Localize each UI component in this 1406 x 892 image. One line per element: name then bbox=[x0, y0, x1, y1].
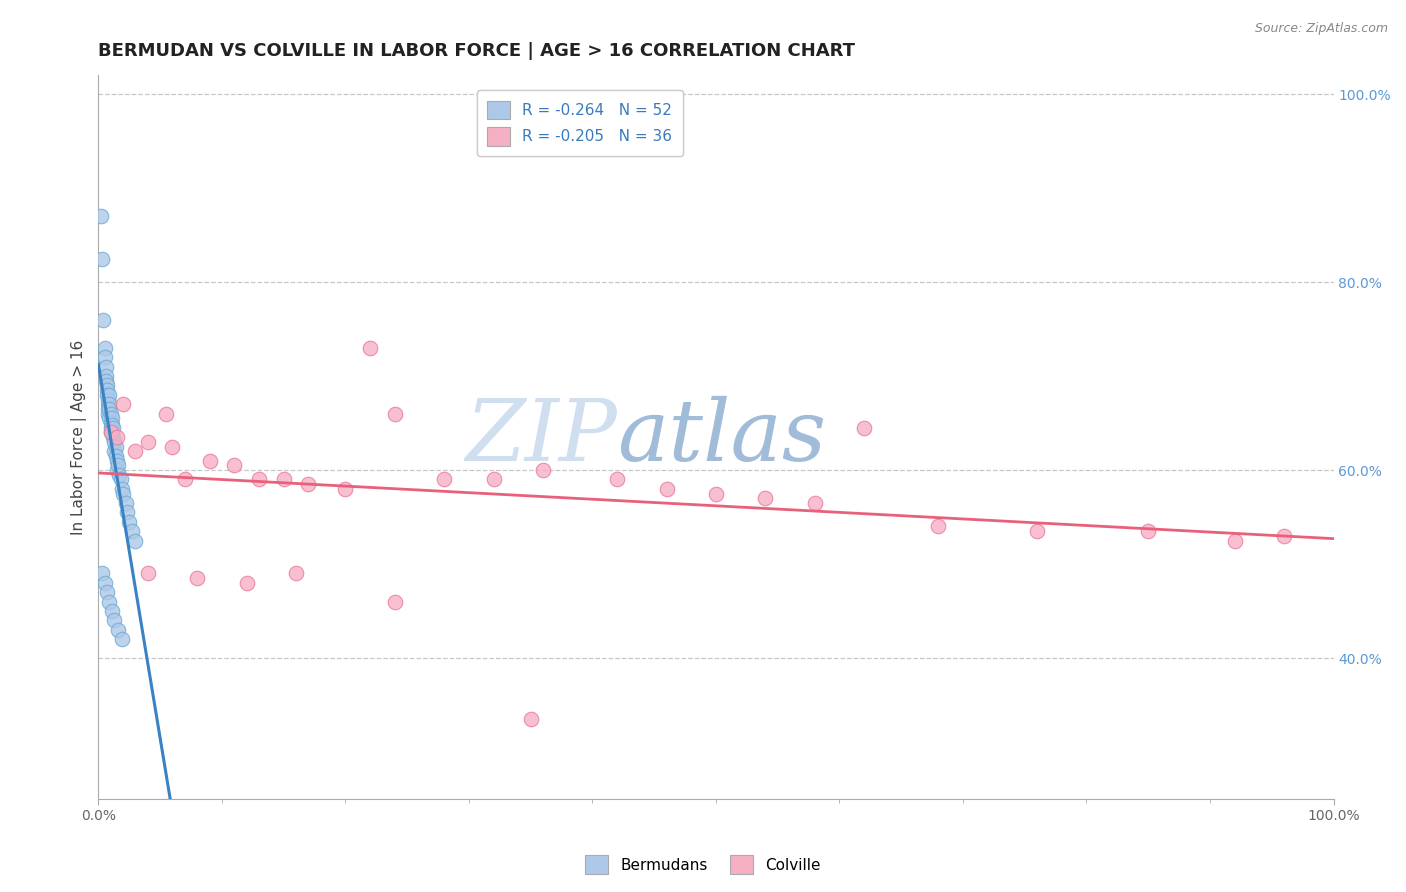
Point bbox=[96, 388, 118, 402]
Point bbox=[101, 411, 124, 425]
Point bbox=[97, 392, 120, 407]
Point bbox=[173, 472, 195, 486]
Point bbox=[110, 472, 132, 486]
Point bbox=[1026, 524, 1049, 538]
Legend: R = -0.264   N = 52, R = -0.205   N = 36: R = -0.264 N = 52, R = -0.205 N = 36 bbox=[477, 90, 683, 156]
Point bbox=[101, 604, 124, 618]
Point bbox=[235, 575, 257, 590]
Point bbox=[519, 712, 541, 726]
Point bbox=[111, 632, 134, 647]
Point bbox=[105, 463, 128, 477]
Point bbox=[273, 472, 295, 486]
Point bbox=[112, 486, 135, 500]
Point bbox=[162, 440, 184, 454]
Point bbox=[1272, 529, 1295, 543]
Point bbox=[136, 434, 159, 449]
Point bbox=[754, 491, 776, 506]
Point bbox=[93, 341, 115, 355]
Point bbox=[94, 374, 117, 388]
Point bbox=[93, 350, 115, 364]
Point bbox=[97, 401, 120, 416]
Point bbox=[105, 453, 128, 467]
Point bbox=[247, 472, 270, 486]
Point bbox=[104, 440, 127, 454]
Point bbox=[112, 397, 135, 411]
Text: BERMUDAN VS COLVILLE IN LABOR FORCE | AGE > 16 CORRELATION CHART: BERMUDAN VS COLVILLE IN LABOR FORCE | AG… bbox=[98, 42, 855, 60]
Point bbox=[100, 421, 122, 435]
Point bbox=[224, 458, 246, 473]
Point bbox=[96, 383, 118, 397]
Point bbox=[803, 496, 825, 510]
Point bbox=[90, 209, 112, 223]
Point bbox=[91, 566, 114, 581]
Point bbox=[124, 533, 146, 548]
Point bbox=[107, 623, 129, 637]
Point bbox=[115, 505, 138, 519]
Point bbox=[101, 417, 124, 432]
Point bbox=[198, 453, 221, 467]
Point bbox=[186, 571, 208, 585]
Point bbox=[98, 397, 121, 411]
Point bbox=[101, 421, 124, 435]
Text: ZIP: ZIP bbox=[465, 396, 617, 478]
Point bbox=[103, 614, 125, 628]
Point bbox=[433, 472, 456, 486]
Point bbox=[100, 407, 122, 421]
Point bbox=[103, 444, 125, 458]
Point bbox=[98, 388, 121, 402]
Point bbox=[101, 430, 124, 444]
Point bbox=[96, 585, 118, 599]
Point bbox=[98, 411, 121, 425]
Point bbox=[297, 477, 319, 491]
Point bbox=[285, 566, 308, 581]
Text: Source: ZipAtlas.com: Source: ZipAtlas.com bbox=[1254, 22, 1388, 36]
Point bbox=[1137, 524, 1160, 538]
Point bbox=[531, 463, 554, 477]
Point bbox=[96, 378, 118, 392]
Point bbox=[927, 519, 949, 533]
Point bbox=[97, 397, 120, 411]
Point bbox=[104, 449, 127, 463]
Point bbox=[111, 482, 134, 496]
Point bbox=[94, 359, 117, 374]
Point bbox=[124, 444, 146, 458]
Point bbox=[1223, 533, 1246, 548]
Point bbox=[100, 416, 122, 430]
Point bbox=[108, 467, 131, 482]
Point bbox=[103, 434, 125, 449]
Point bbox=[100, 425, 122, 440]
Point bbox=[121, 524, 143, 538]
Y-axis label: In Labor Force | Age > 16: In Labor Force | Age > 16 bbox=[72, 340, 87, 535]
Point bbox=[94, 369, 117, 384]
Point bbox=[853, 421, 876, 435]
Point bbox=[606, 472, 628, 486]
Point bbox=[100, 425, 122, 440]
Point bbox=[482, 472, 505, 486]
Point bbox=[704, 486, 727, 500]
Text: atlas: atlas bbox=[617, 396, 827, 478]
Point bbox=[335, 482, 357, 496]
Point bbox=[97, 407, 120, 421]
Point bbox=[655, 482, 678, 496]
Point bbox=[98, 594, 121, 608]
Point bbox=[118, 515, 141, 529]
Point bbox=[114, 496, 136, 510]
Point bbox=[98, 401, 121, 416]
Point bbox=[384, 407, 406, 421]
Point bbox=[359, 341, 381, 355]
Legend: Bermudans, Colville: Bermudans, Colville bbox=[579, 849, 827, 880]
Point bbox=[93, 575, 115, 590]
Point bbox=[107, 458, 129, 473]
Point bbox=[136, 566, 159, 581]
Point bbox=[91, 312, 114, 326]
Point bbox=[155, 407, 177, 421]
Point bbox=[384, 594, 406, 608]
Point bbox=[105, 430, 128, 444]
Point bbox=[91, 252, 114, 266]
Point bbox=[101, 425, 124, 440]
